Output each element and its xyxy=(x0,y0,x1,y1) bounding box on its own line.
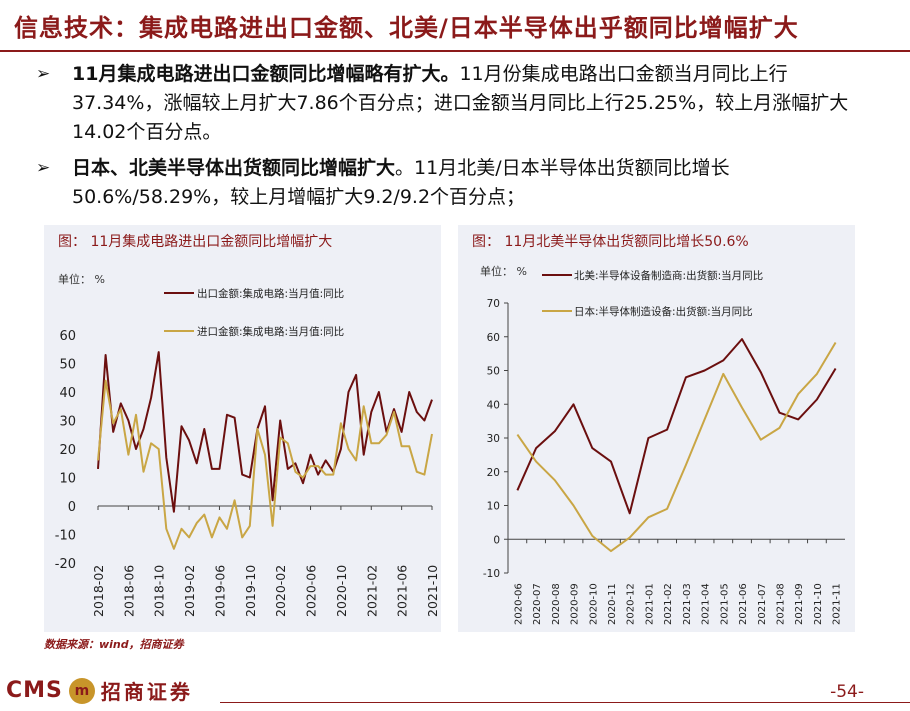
north-america-series-line xyxy=(516,338,837,515)
x-tick-label: 2020-06 xyxy=(513,583,524,625)
x-tick-label: 2021-07 xyxy=(757,583,768,625)
x-tick-label: 2021-02 xyxy=(663,583,674,625)
y-tick-label: 0 xyxy=(68,500,76,515)
x-tick-label: 2021-10 xyxy=(813,583,824,625)
semi-shipment-chart: 单位： % 北美:半导体设备制造商:出货额:当月同比日本:半导体制造设备:出货额:… xyxy=(480,264,845,625)
x-tick-label: 2021-01 xyxy=(644,583,655,625)
x-tick-label: 2020-10 xyxy=(334,565,349,617)
y-tick-label: 40 xyxy=(59,386,76,401)
y-tick-label: 70 xyxy=(487,298,500,310)
brand-name: 招商证券 xyxy=(100,680,193,704)
x-tick-label: 2018-02 xyxy=(91,565,106,617)
cms-logo: CMS m 招商证券 xyxy=(6,676,193,705)
y-tick-label: 30 xyxy=(59,415,76,430)
page-number: -54- xyxy=(830,682,864,702)
x-tick-label: 2019-06 xyxy=(212,565,227,617)
title-divider xyxy=(0,50,910,52)
x-tick-label: 2020-08 xyxy=(551,583,562,625)
x-tick-label: 2020-12 xyxy=(626,583,637,625)
y-tick-label: 40 xyxy=(487,399,500,411)
bullet-arrow-icon: ➢ xyxy=(36,158,51,178)
cms-wordmark: CMS xyxy=(6,678,63,703)
japan-series-line xyxy=(516,341,837,553)
y-tick-label: 30 xyxy=(487,433,500,445)
x-tick-label: 2019-10 xyxy=(243,565,258,617)
legend-label: 日本:半导体制造设备:出货额:当月同比 xyxy=(574,305,753,318)
x-tick-label: 2021-04 xyxy=(701,583,712,625)
y-tick-label: 0 xyxy=(493,534,500,546)
x-tick-label: 2021-06 xyxy=(395,565,410,617)
bullet-body: 。11月北美/日本半导体出货额同比增长50.6%/58.29%，较上月增幅扩大9… xyxy=(72,157,730,208)
x-tick-label: 2021-06 xyxy=(738,583,749,625)
y-tick-label: 20 xyxy=(59,443,76,458)
x-tick-label: 2019-02 xyxy=(182,565,197,617)
y-tick-label: 10 xyxy=(487,501,500,513)
import-series-line xyxy=(97,379,433,550)
export-series-line xyxy=(97,351,433,513)
x-tick-label: 2020-06 xyxy=(304,565,319,617)
unit-label: 单位： % xyxy=(480,264,527,278)
x-tick-label: 2021-10 xyxy=(425,565,440,617)
y-tick-label: 10 xyxy=(59,472,76,487)
bullet-body: 11月份集成电路出口金额当月同比上行37.34%，涨幅较上月扩大7.86个百分点… xyxy=(72,63,849,143)
bullet-headline: 日本、北美半导体出货额同比增幅扩大 xyxy=(72,157,396,179)
y-tick-label: 50 xyxy=(487,366,500,378)
x-tick-label: 2021-05 xyxy=(719,583,730,625)
y-tick-label: 50 xyxy=(59,358,76,373)
x-tick-label: 2020-07 xyxy=(532,583,543,625)
bullet-headline: 11月集成电路进出口金额同比增幅略有扩大。 xyxy=(72,63,460,85)
cms-emblem-icon: m xyxy=(68,677,95,704)
chart-panel-ic: 图： 11月集成电路进出口金额同比增幅扩大 单位： % 出口金额:集成电路:当月值… xyxy=(44,225,441,632)
legend-label: 出口金额:集成电路:当月值:同比 xyxy=(197,287,344,300)
y-tick-label: 60 xyxy=(487,332,500,344)
y-tick-label: 20 xyxy=(487,467,500,479)
page-title: 信息技术：集成电路进出口金额、北美/日本半导体出乎额同比增幅扩大 xyxy=(14,14,799,42)
unit-label: 单位： % xyxy=(58,272,105,286)
x-tick-label: 2018-10 xyxy=(152,565,167,617)
x-tick-label: 2021-09 xyxy=(794,583,805,625)
x-tick-label: 2020-02 xyxy=(273,565,288,617)
footer-divider xyxy=(220,702,910,703)
chart-panel-semi: 图： 11月北美半导体出货额同比增长50.6% 单位： % 北美:半导体设备制造商… xyxy=(458,225,855,632)
legend-label: 北美:半导体设备制造商:出货额:当月同比 xyxy=(574,269,763,282)
y-tick-label: -10 xyxy=(483,568,500,580)
chart-title: 图： 11月北美半导体出货额同比增长50.6% xyxy=(472,234,749,250)
legend-label: 进口金额:集成电路:当月值:同比 xyxy=(197,325,344,338)
x-tick-label: 2021-02 xyxy=(364,565,379,617)
chart-title: 图： 11月集成电路进出口金额同比增幅扩大 xyxy=(58,234,333,250)
x-tick-label: 2020-09 xyxy=(570,583,581,625)
x-tick-label: 2021-11 xyxy=(832,583,843,625)
x-tick-label: 2020-10 xyxy=(588,583,599,625)
data-source-note: 数据来源：wind，招商证券 xyxy=(44,638,184,651)
y-tick-label: -10 xyxy=(55,529,76,544)
x-tick-label: 2018-06 xyxy=(121,565,136,617)
x-tick-label: 2021-03 xyxy=(682,583,693,625)
bullet-arrow-icon: ➢ xyxy=(36,64,51,84)
x-tick-label: 2021-08 xyxy=(775,583,786,625)
y-tick-label: -20 xyxy=(55,557,76,572)
y-tick-label: 60 xyxy=(59,329,76,344)
x-tick-label: 2020-11 xyxy=(607,583,618,625)
